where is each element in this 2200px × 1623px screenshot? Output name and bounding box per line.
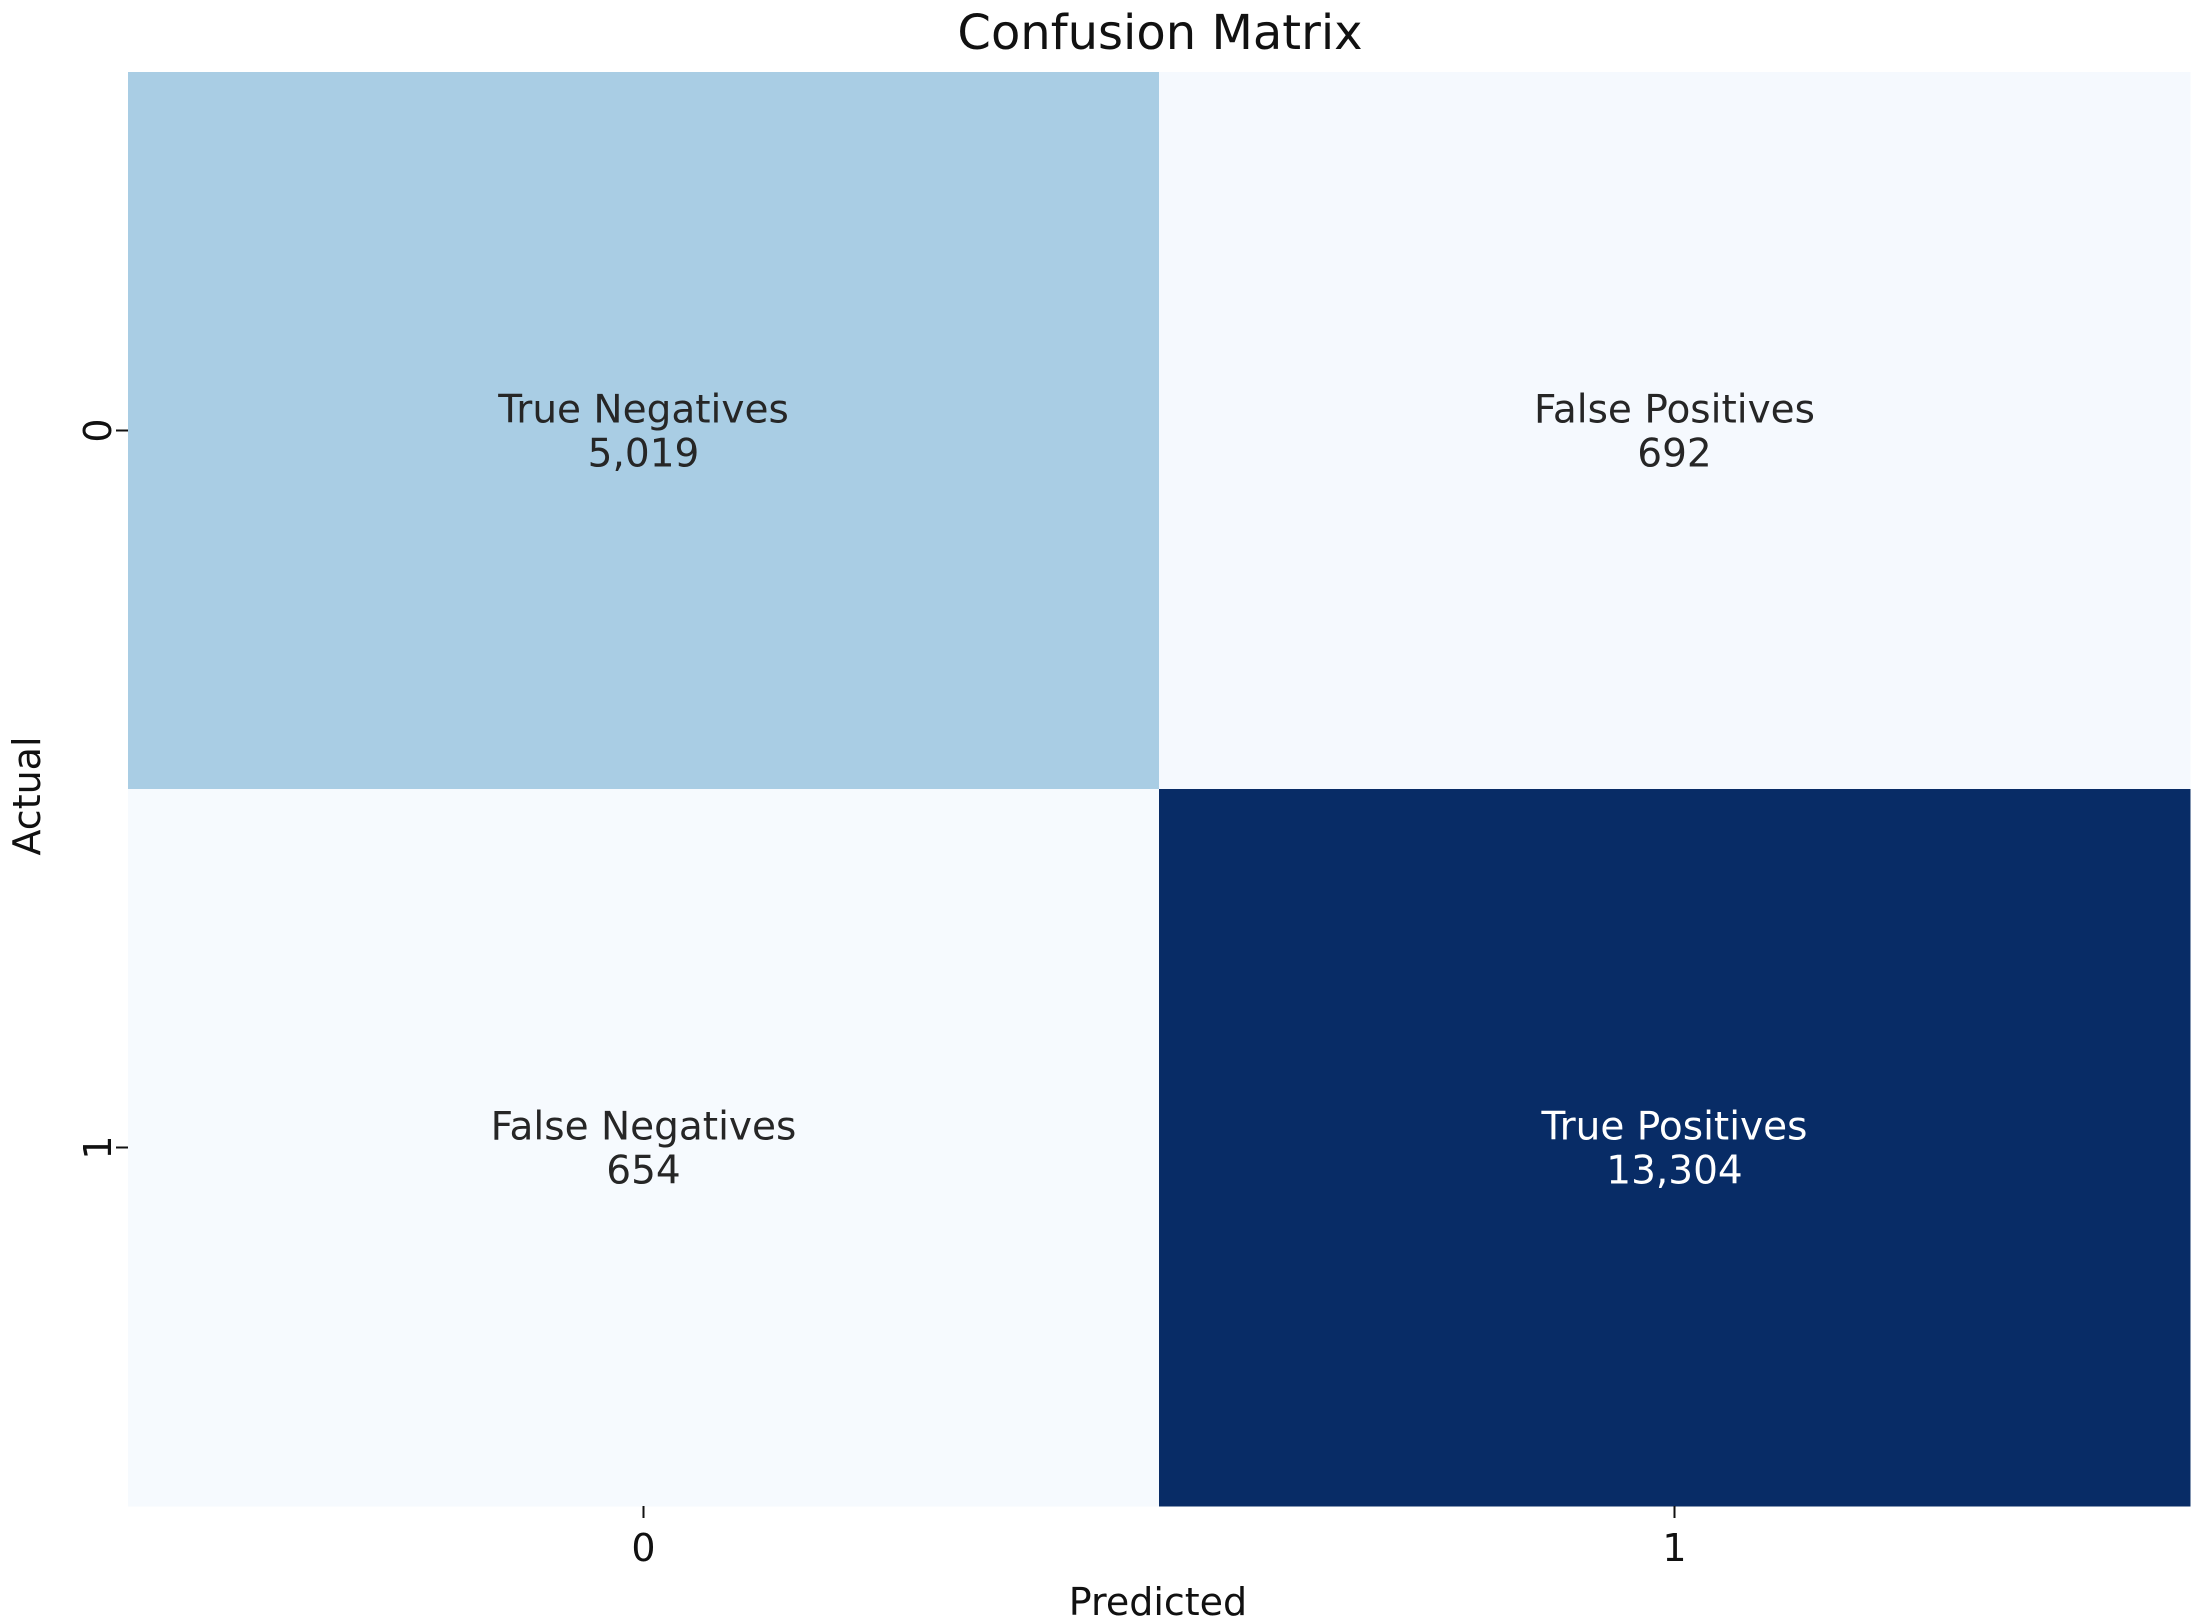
cell-count-label: 13,304 xyxy=(1606,1149,1742,1194)
x-axis-label: Predicted xyxy=(1069,1580,1247,1623)
y-axis-label: Actual xyxy=(5,736,49,855)
y-tick-label: 0 xyxy=(76,418,120,442)
chart-title: Confusion Matrix xyxy=(957,5,1362,61)
cell-count-label: 654 xyxy=(606,1149,680,1194)
x-tick-label: 0 xyxy=(631,1526,655,1570)
cell-category-label: False Negatives xyxy=(491,1105,797,1150)
heatmap-cell-0-0 xyxy=(128,72,1160,790)
x-tick-label: 1 xyxy=(1662,1526,1686,1570)
cell-count-label: 692 xyxy=(1637,432,1711,477)
heatmap-cell-1-1 xyxy=(1159,789,2191,1507)
heatmap-cell-1-0 xyxy=(128,789,1160,1507)
y-tick-label: 1 xyxy=(76,1135,120,1159)
cell-count-label: 5,019 xyxy=(588,432,700,477)
cell-category-label: False Positives xyxy=(1534,388,1815,433)
axis-ticks: 0 1 0 1 xyxy=(76,418,1687,1570)
heatmap-cell-0-1 xyxy=(1159,72,2191,790)
cell-category-label: True Negatives xyxy=(497,388,789,433)
cell-category-label: True Positives xyxy=(1541,1105,1808,1150)
